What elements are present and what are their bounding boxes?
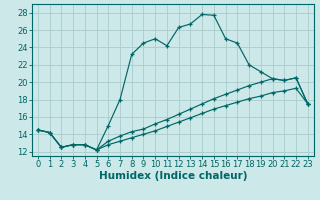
X-axis label: Humidex (Indice chaleur): Humidex (Indice chaleur) (99, 171, 247, 181)
